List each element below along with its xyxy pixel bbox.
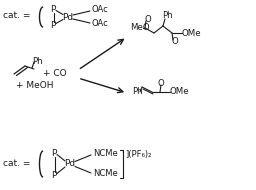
Text: P: P <box>51 170 57 180</box>
Text: OMe: OMe <box>170 88 190 97</box>
Text: Ph: Ph <box>132 88 143 97</box>
Text: P: P <box>50 5 56 13</box>
Text: cat. =: cat. = <box>3 158 30 168</box>
Text: + CO: + CO <box>43 70 67 78</box>
Text: Ph: Ph <box>162 12 172 21</box>
Text: MeO: MeO <box>130 24 150 32</box>
Text: cat. =: cat. = <box>3 10 30 20</box>
Text: Pd: Pd <box>62 13 73 21</box>
Text: NCMe: NCMe <box>93 169 118 178</box>
Text: Pd: Pd <box>65 159 76 169</box>
Text: OMe: OMe <box>182 28 202 37</box>
Text: ](PF₆)₂: ](PF₆)₂ <box>125 150 151 158</box>
Text: + MeOH: + MeOH <box>16 82 54 90</box>
Text: O: O <box>145 14 151 24</box>
Text: OAc: OAc <box>92 6 109 14</box>
Text: P: P <box>51 149 57 158</box>
Text: NCMe: NCMe <box>93 150 118 158</box>
Text: O: O <box>158 78 164 88</box>
Text: OAc: OAc <box>92 20 109 28</box>
Text: O: O <box>172 37 178 47</box>
Text: P: P <box>50 21 56 29</box>
Text: Ph: Ph <box>32 56 43 66</box>
